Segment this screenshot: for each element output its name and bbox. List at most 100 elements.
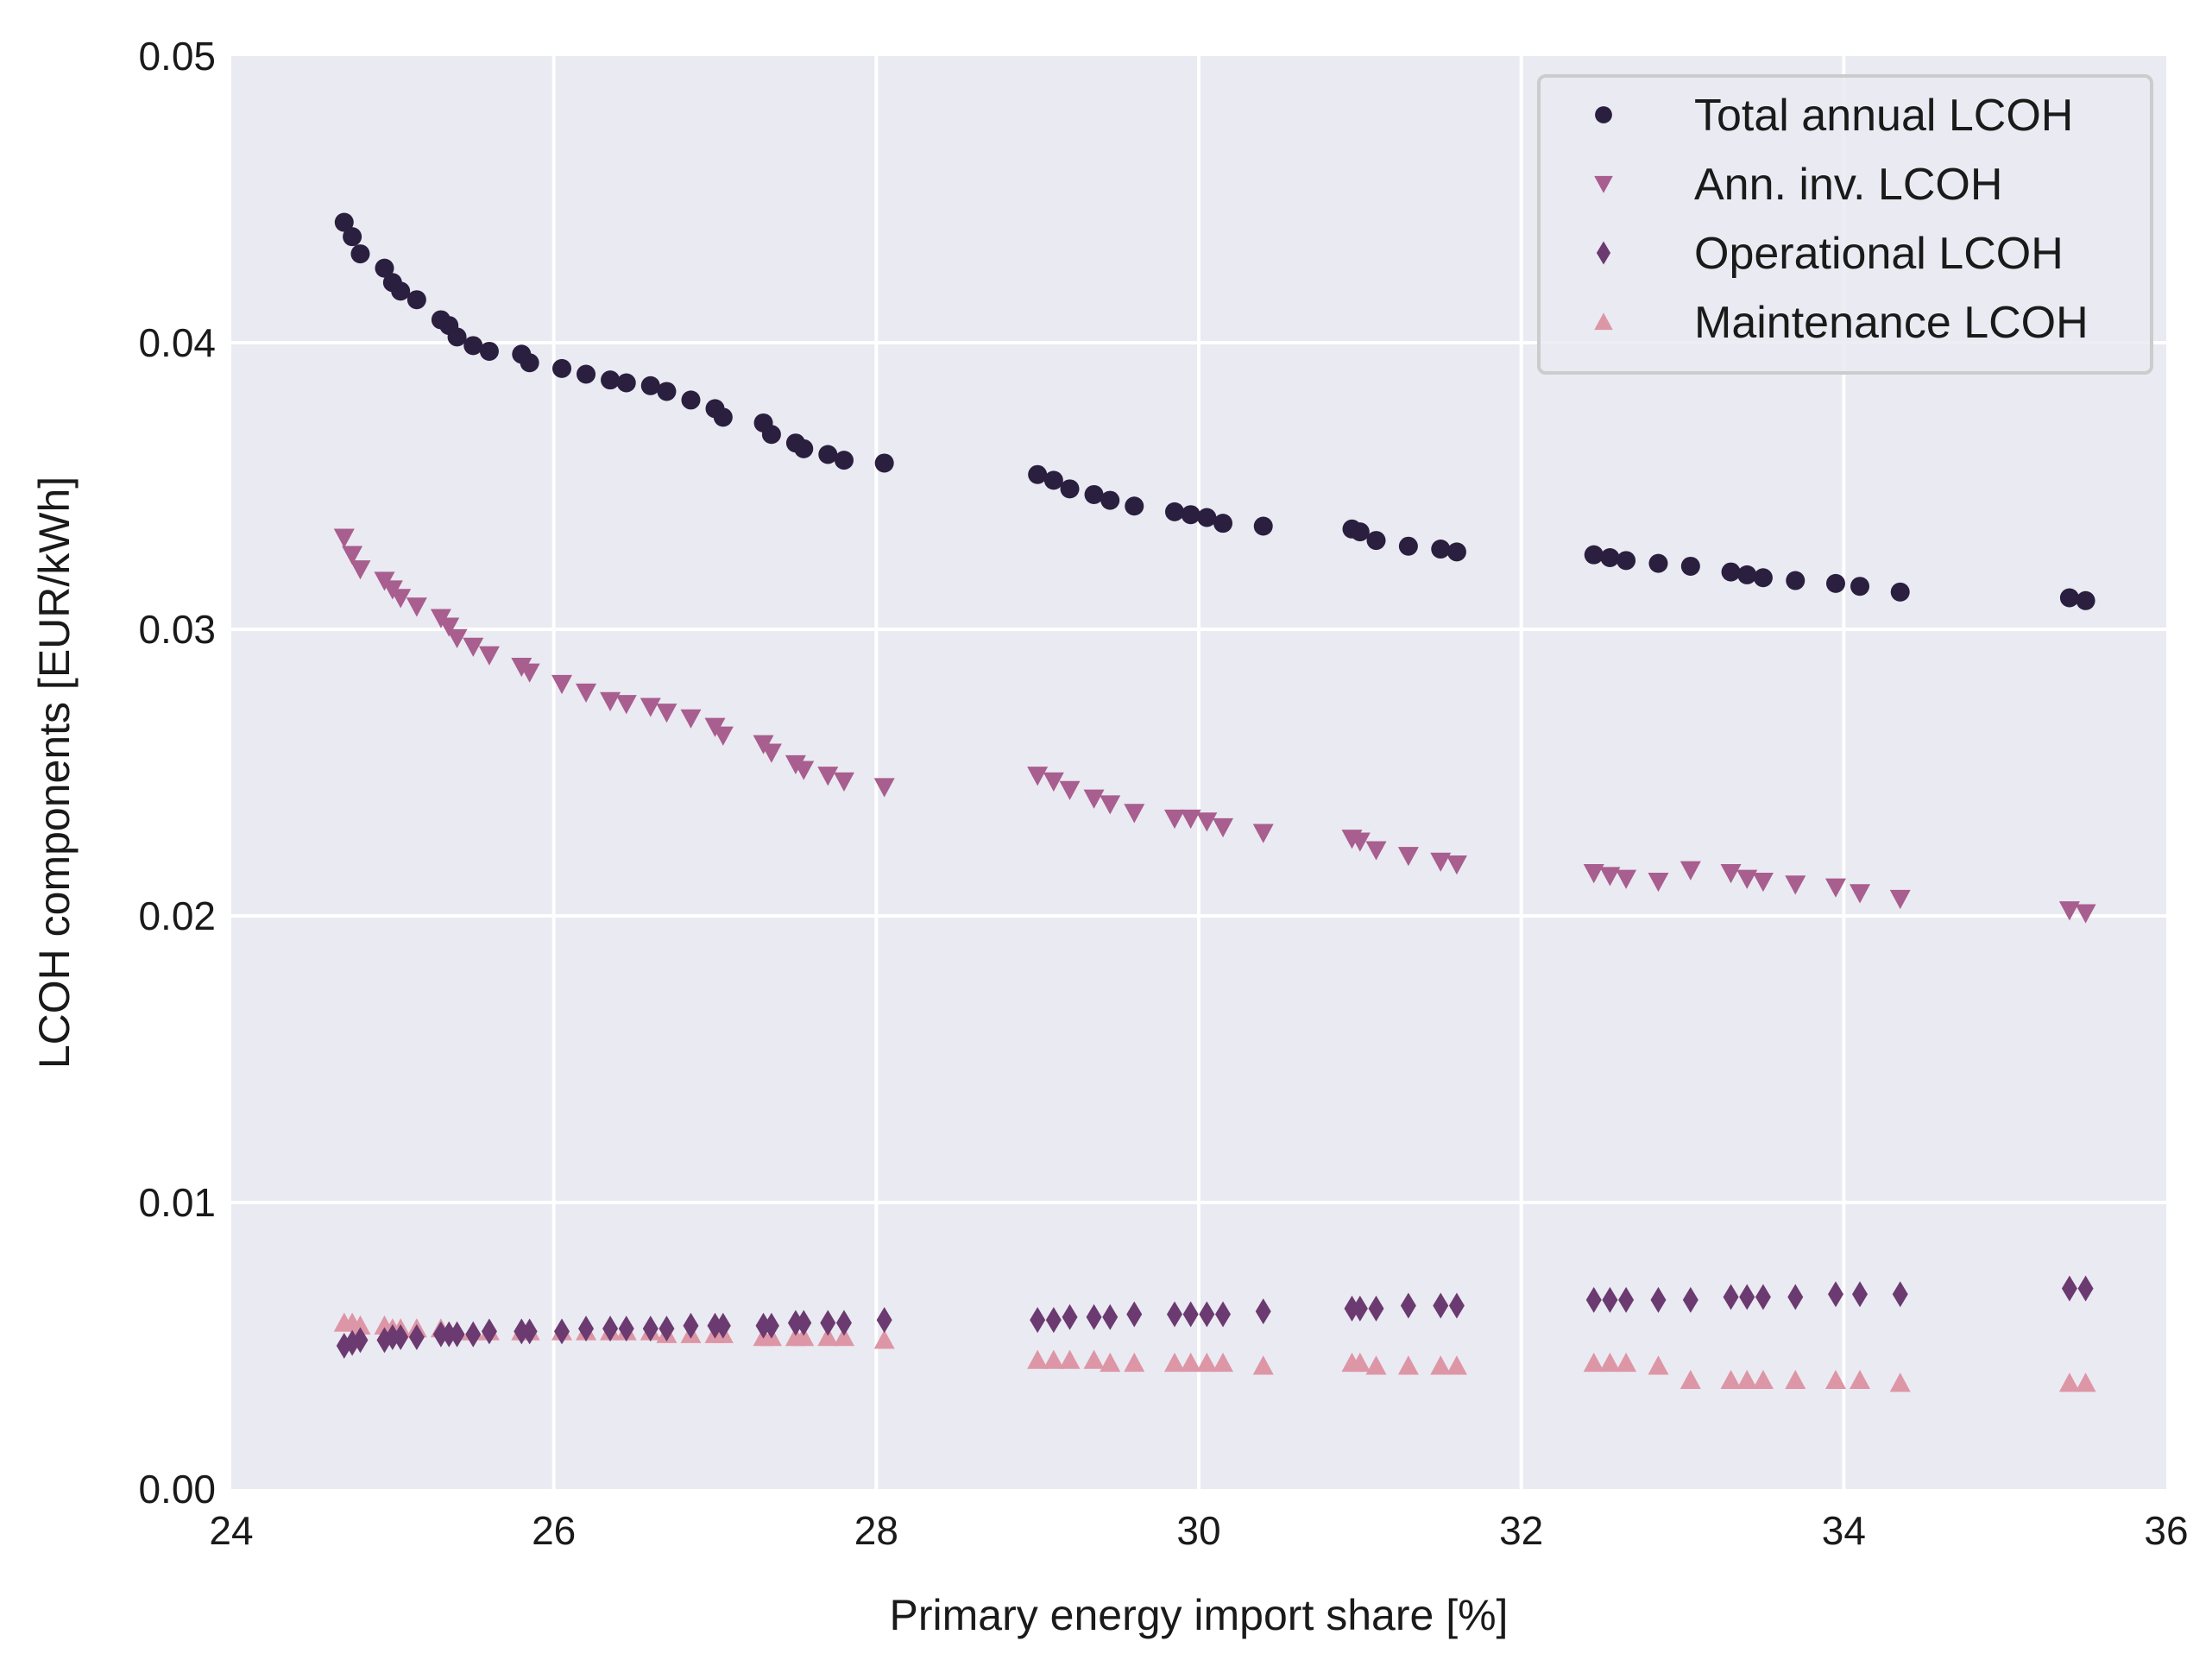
data-point	[1100, 795, 1121, 815]
data-point	[552, 358, 572, 378]
data-point	[1616, 869, 1637, 889]
data-point	[713, 407, 733, 427]
data-point	[1344, 1295, 1360, 1322]
data-point	[1027, 1349, 1049, 1369]
data-point	[408, 1324, 425, 1351]
data-point	[1600, 548, 1620, 567]
data-point	[1446, 855, 1467, 875]
data-point	[1028, 464, 1048, 484]
data-point	[1616, 551, 1636, 571]
data-point	[793, 1327, 815, 1347]
data-point	[1723, 1284, 1739, 1310]
data-point	[1430, 852, 1452, 872]
legend-box	[1537, 74, 2153, 375]
data-point	[1215, 1301, 1232, 1328]
data-point	[1752, 1369, 1774, 1390]
data-point	[432, 1321, 449, 1348]
data-point	[391, 281, 411, 301]
data-point	[1100, 1352, 1121, 1373]
data-point	[1850, 577, 1870, 596]
data-point	[1163, 809, 1185, 830]
legend-label: Total annual LCOH	[1694, 91, 2073, 141]
data-point	[478, 646, 500, 666]
data-point	[551, 674, 573, 695]
data-point	[1180, 809, 1201, 830]
data-point	[1446, 1355, 1467, 1375]
data-point	[514, 1318, 530, 1345]
data-point	[1583, 864, 1604, 884]
data-point	[601, 370, 621, 390]
data-point	[1366, 531, 1386, 551]
data-point	[1100, 490, 1120, 510]
data-point	[763, 1312, 779, 1339]
data-point	[449, 1321, 465, 1348]
data-point	[1824, 878, 1846, 898]
data-point	[1599, 1352, 1621, 1373]
data-point	[1045, 1307, 1062, 1334]
y-axis-label: LCOH components [EUR/kWh]	[30, 477, 79, 1069]
data-point	[1196, 812, 1218, 832]
data-point	[2058, 1373, 2080, 1392]
data-point	[874, 453, 894, 473]
data-point	[1850, 884, 1871, 904]
data-point	[1349, 1352, 1371, 1373]
data-point	[1584, 545, 1604, 565]
data-point	[1199, 1301, 1215, 1328]
data-point	[1352, 1295, 1368, 1322]
data-point	[1680, 556, 1700, 576]
data-point	[350, 1315, 371, 1335]
data-point	[1583, 1352, 1604, 1373]
data-point	[1753, 568, 1773, 588]
data-point	[1124, 1352, 1145, 1373]
data-point	[463, 637, 484, 657]
data-point	[1736, 1369, 1758, 1390]
data-point	[465, 1321, 482, 1348]
data-point	[1433, 1292, 1449, 1319]
data-point	[761, 425, 781, 445]
data-point	[2075, 1373, 2096, 1392]
x-tick-label: 24	[209, 1508, 253, 1553]
series-total-annual-lcoh	[334, 212, 2095, 610]
data-point	[820, 1310, 836, 1336]
data-point	[1084, 484, 1104, 504]
data-point	[1889, 1373, 1911, 1392]
data-point	[1679, 1369, 1701, 1390]
data-point	[1252, 824, 1274, 843]
data-point	[1679, 861, 1701, 880]
legend-marker	[1596, 241, 1611, 265]
data-point	[1102, 1303, 1119, 1330]
data-point	[1786, 571, 1806, 590]
data-point	[1253, 516, 1273, 536]
x-tick-label: 28	[854, 1508, 898, 1553]
data-point	[616, 373, 636, 393]
data-point	[2076, 590, 2095, 610]
series-operational-lcoh	[336, 1275, 2094, 1359]
data-point	[438, 617, 460, 637]
data-point	[602, 1316, 619, 1342]
x-tick-label: 36	[2144, 1508, 2188, 1553]
legend: Total annual LCOH Ann. inv. LCOH Operation…	[1537, 74, 2153, 375]
data-point	[1349, 832, 1371, 852]
data-point	[793, 761, 815, 780]
data-point	[760, 743, 782, 763]
data-point	[1397, 1355, 1419, 1375]
data-point	[1060, 479, 1080, 499]
data-point	[1083, 789, 1105, 809]
data-point	[707, 1312, 723, 1339]
data-points	[333, 212, 2096, 1392]
data-point	[343, 227, 362, 247]
data-point	[1682, 1286, 1698, 1313]
data-point	[1043, 1349, 1064, 1369]
data-point	[1720, 864, 1742, 884]
y-tick-label: 0.03	[138, 607, 216, 652]
data-point	[1785, 1369, 1806, 1390]
data-point	[817, 767, 839, 786]
x-tick-label: 34	[1822, 1508, 1866, 1553]
x-tick-label: 32	[1499, 1508, 1543, 1553]
data-point	[2075, 904, 2096, 924]
data-point	[521, 1318, 538, 1345]
data-point	[1824, 1369, 1846, 1390]
data-point	[876, 1307, 892, 1334]
data-point	[576, 683, 597, 704]
